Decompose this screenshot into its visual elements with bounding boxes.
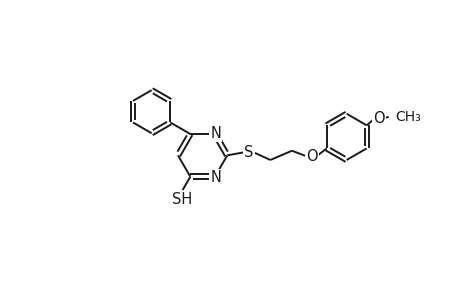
Text: S: S <box>244 145 253 160</box>
Text: N: N <box>210 126 221 141</box>
Text: O: O <box>372 111 384 126</box>
Text: N: N <box>210 170 221 185</box>
Text: CH₃: CH₃ <box>395 110 420 124</box>
Text: SH: SH <box>172 192 192 207</box>
Text: O: O <box>306 149 317 164</box>
